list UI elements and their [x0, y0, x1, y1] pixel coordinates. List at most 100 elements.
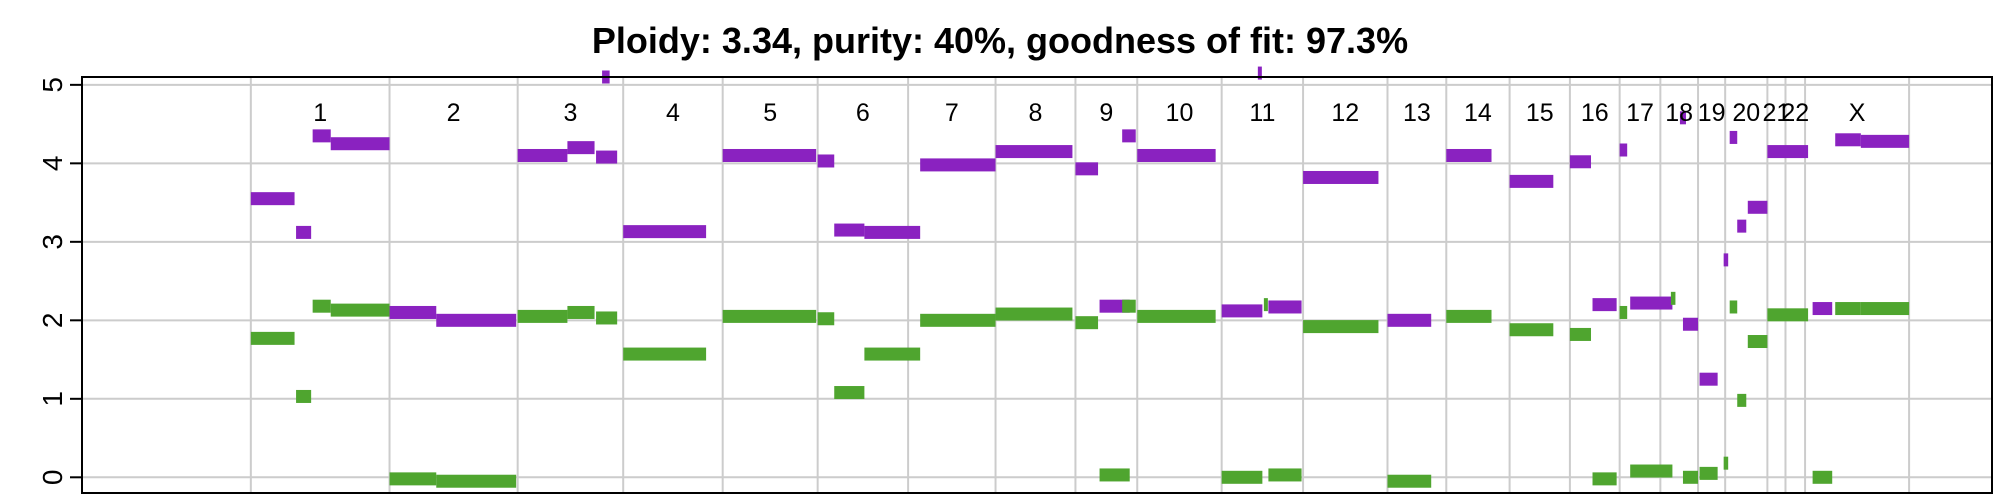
segment-1-8 [596, 311, 617, 324]
chromosome-label-14: 14 [1464, 99, 1492, 127]
segment-1-26 [1510, 323, 1554, 336]
segment-0-25 [1387, 314, 1431, 327]
segment-1-1 [296, 390, 311, 403]
segment-0-6 [518, 149, 568, 162]
segment-0-38 [1748, 201, 1768, 214]
segment-1-19 [1137, 310, 1215, 323]
segment-1-17 [1100, 468, 1130, 481]
segment-0-3 [331, 137, 390, 150]
segment-0-8 [596, 151, 617, 164]
segment-1-5 [436, 475, 516, 488]
segment-1-27 [1570, 328, 1591, 341]
chromosome-label-10: 10 [1166, 99, 1194, 127]
chromosome-label-3: 3 [563, 99, 577, 127]
chromosome-label-15: 15 [1526, 99, 1554, 127]
segment-1-31 [1671, 292, 1676, 305]
segment-1-12 [834, 386, 864, 399]
segment-1-10 [723, 310, 816, 323]
segment-0-36 [1730, 131, 1738, 144]
segment-1-23 [1303, 320, 1378, 333]
segment-0-28 [1570, 155, 1591, 168]
chromosome-label-8: 8 [1029, 99, 1043, 127]
chromosome-label-18: 18 [1665, 99, 1693, 127]
chromosome-labels: 1 2 3 4 5 6 7 8 9 10 11 12 13 14 15 16 17 18 19 20 2122 X [313, 99, 1866, 127]
segment-0-22 [1268, 300, 1301, 313]
segment-0-5 [436, 314, 516, 327]
segment-0-40 [1813, 302, 1833, 315]
chromosome-label-17: 17 [1626, 99, 1654, 127]
chromosome-label-19: 19 [1698, 99, 1726, 127]
y-tick-label-4: 4 [37, 156, 68, 172]
segment-1-7 [567, 306, 594, 319]
segment-0-31 [1630, 297, 1672, 310]
y-tick-label-3: 3 [37, 234, 68, 250]
segment-1-4 [390, 472, 437, 485]
segment-0-1 [296, 226, 311, 239]
segment-0-20 [1137, 149, 1215, 162]
segment-1-9 [623, 348, 706, 361]
segment-1-13 [864, 348, 920, 361]
segment-1-18 [1122, 300, 1136, 313]
segment-0-33 [1683, 318, 1698, 331]
chromosome-label-12: 12 [1331, 99, 1359, 127]
segment-0-12 [818, 154, 835, 167]
segment-0-24 [1303, 171, 1378, 184]
segment-1-20 [1222, 471, 1263, 484]
segment-0-26 [1446, 149, 1491, 162]
segment-1-22 [1264, 298, 1268, 311]
segment-1-3 [331, 304, 390, 317]
segment-0-13 [834, 224, 864, 237]
y-tick-label-2: 2 [37, 313, 68, 329]
segment-1-40 [1835, 302, 1861, 315]
segment-1-0 [251, 332, 295, 345]
segment-0-2 [313, 129, 331, 142]
chromosome-label-2: 2 [447, 99, 461, 127]
segment-0-19 [1122, 129, 1136, 142]
y-axis: 0 1 2 3 4 5 [37, 77, 82, 485]
chromosome-label-X: X [1849, 99, 1866, 127]
segment-1-29 [1620, 306, 1628, 319]
segment-0-11 [723, 149, 816, 162]
y-tick-label-5: 5 [37, 77, 68, 93]
segment-0-4 [390, 306, 437, 319]
chromosome-label-13: 13 [1403, 99, 1431, 127]
segment-1-6 [518, 310, 568, 323]
chromosome-label-6: 6 [856, 99, 870, 127]
chromosome-label-11: 11 [1249, 99, 1275, 127]
segment-1-38 [1767, 308, 1808, 321]
segment-1-2 [313, 300, 331, 313]
y-tick-label-1: 1 [37, 391, 68, 407]
chromosome-label-22: 22 [1781, 99, 1809, 127]
segment-0-34 [1700, 373, 1718, 386]
segment-0-15 [920, 158, 995, 171]
segment-1-33 [1700, 467, 1718, 480]
segment-0-41 [1835, 133, 1861, 146]
segment-1-24 [1387, 475, 1431, 488]
segment-0-27 [1510, 175, 1554, 188]
segment-0-0 [251, 192, 295, 205]
segment-1-37 [1748, 335, 1768, 348]
segment-1-30 [1630, 465, 1672, 478]
segment-1-39 [1813, 471, 1833, 484]
segment-1-35 [1730, 300, 1738, 313]
segment-1-11 [818, 312, 835, 325]
segment-0-37 [1737, 220, 1746, 233]
y-tick-label-0: 0 [37, 470, 68, 486]
segment-1-28 [1593, 472, 1617, 485]
segment-0-7 [567, 141, 594, 154]
segment-0-14 [864, 226, 920, 239]
segment-0-29 [1593, 298, 1617, 311]
segment-1-16 [1075, 316, 1098, 329]
segment-0-30 [1620, 143, 1628, 156]
segment-0-17 [1075, 162, 1098, 175]
chromosome-label-9: 9 [1099, 99, 1113, 127]
segment-0-42 [1861, 135, 1909, 148]
segment-0-16 [996, 145, 1073, 158]
chromosome-label-1: 1 [313, 99, 327, 127]
segment-1-32 [1683, 471, 1698, 484]
segment-0-35 [1724, 253, 1729, 266]
chromosome-label-20: 20 [1732, 99, 1760, 127]
segment-1-15 [996, 308, 1073, 321]
segment-1-21 [1268, 468, 1301, 481]
